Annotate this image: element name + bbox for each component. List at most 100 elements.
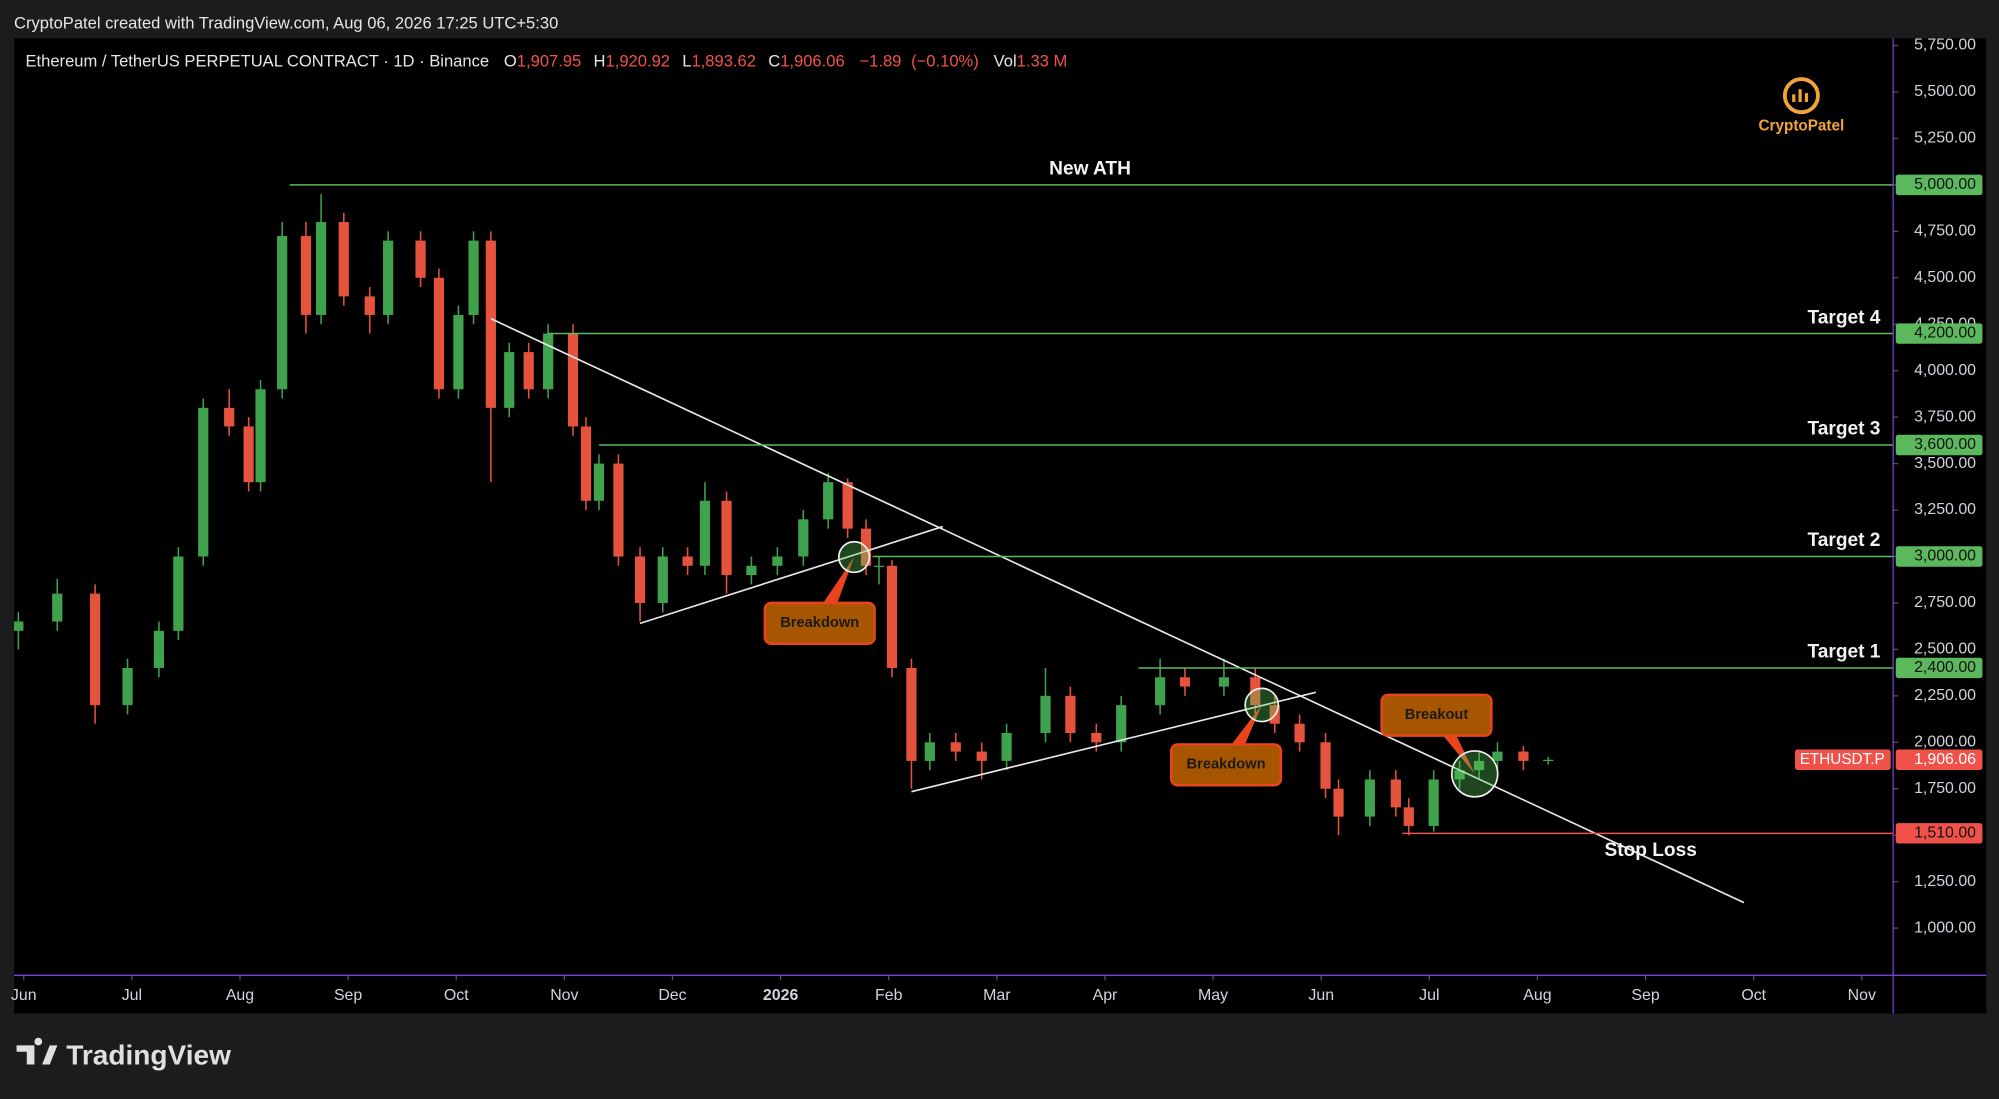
candle-body	[593, 463, 605, 501]
x-tick-label: Sep	[1631, 987, 1659, 1004]
x-tick-label: Jun	[1308, 987, 1334, 1004]
annotation-marker	[1244, 687, 1280, 723]
ohlc-value: 1,920.92	[606, 52, 670, 71]
candle-body	[415, 240, 426, 278]
ohlc-prefix: C	[768, 52, 780, 71]
level-name: Stop Loss	[1604, 840, 1696, 861]
candle-body	[699, 500, 711, 566]
trendline	[911, 691, 1317, 793]
candle-body	[772, 556, 783, 566]
y-tick-label: 2,750.00	[1914, 594, 1976, 611]
x-tick-label: Nov	[550, 987, 578, 1004]
candle-body	[1155, 677, 1166, 706]
x-tick-label: Aug	[226, 987, 254, 1004]
callout-box	[1169, 743, 1283, 787]
callout-box	[1380, 693, 1493, 737]
level-price-box	[1895, 434, 1983, 456]
candle-body	[433, 277, 445, 390]
x-tick-label: Mar	[983, 987, 1011, 1004]
candle-body	[886, 565, 898, 668]
x-tick-label: May	[1198, 987, 1228, 1004]
candle-body	[504, 352, 515, 408]
y-tick-label: 5,500.00	[1914, 83, 1976, 100]
logo-icon	[1792, 89, 1809, 103]
candle-body	[543, 333, 554, 390]
candle-body	[338, 222, 349, 297]
level-name: Target 1	[1808, 642, 1881, 663]
y-tick-label: 4,000.00	[1914, 362, 1976, 379]
y-tick-label: 2,250.00	[1914, 687, 1976, 704]
candle-body	[634, 556, 646, 603]
level-price-box	[1895, 657, 1983, 679]
x-tick-label: Apr	[1093, 987, 1118, 1004]
y-tick-label: 3,500.00	[1914, 455, 1976, 472]
logo-icon	[1782, 77, 1820, 115]
candle-body	[173, 556, 184, 631]
y-tick-label: 1,750.00	[1914, 780, 1976, 797]
level-name: New ATH	[1049, 159, 1131, 180]
candle-body	[1518, 751, 1529, 761]
candle-body	[976, 751, 987, 761]
level-price-box	[1895, 323, 1983, 344]
annotation-marker	[838, 540, 871, 574]
chart-header: Ethereum / TetherUS PERPETUAL CONTRACT ·…	[25, 52, 1067, 71]
candle-body	[523, 352, 534, 390]
candle-body	[485, 240, 496, 408]
ohlc-change-pct: (−0.10%)	[911, 52, 979, 71]
candle-body	[721, 500, 732, 576]
x-tick-label: Oct	[1741, 987, 1766, 1004]
y-tick-label: 1,250.00	[1914, 873, 1976, 890]
candle-body	[1543, 759, 1554, 762]
candle-body	[14, 621, 24, 631]
y-tick-label: 4,500.00	[1914, 269, 1976, 286]
y-tick-label: 2,500.00	[1914, 641, 1976, 658]
candle-body	[1040, 695, 1051, 734]
candle-body	[798, 519, 809, 557]
candle-body	[1091, 733, 1102, 743]
callout-text: Breakdown	[780, 615, 859, 631]
ohlc-prefix: H	[594, 52, 606, 71]
y-tick-label: 4,750.00	[1914, 223, 1976, 240]
x-tick-label: Jul	[122, 987, 142, 1004]
y-tick-label: 3,750.00	[1914, 408, 1976, 425]
candle-body	[1065, 695, 1076, 734]
x-tick-label: Dec	[658, 987, 686, 1004]
candle-body	[277, 235, 288, 390]
annotation-marker	[1450, 750, 1499, 798]
candle-body	[300, 235, 312, 315]
y-tick-label: 5,250.00	[1914, 130, 1976, 147]
level-price-label: 1,510.00	[1914, 825, 1976, 842]
candle-body	[1320, 742, 1331, 789]
candle-body	[924, 742, 935, 761]
candle-body	[1333, 788, 1344, 817]
candle-body	[1179, 677, 1191, 687]
y-tick-label: 1,000.00	[1914, 919, 1976, 936]
candle-body	[823, 482, 834, 520]
candle-body	[1473, 760, 1485, 771]
candle-body	[122, 667, 133, 706]
candle-body	[1403, 807, 1414, 826]
candle-body	[90, 593, 101, 706]
candle-body	[1364, 779, 1375, 817]
candle-body	[580, 426, 592, 501]
ohlc-prefix: Vol	[994, 52, 1017, 71]
candle-body	[682, 556, 693, 566]
candle-body	[746, 565, 757, 576]
watermark-header: CryptoPatel created with TradingView.com…	[14, 14, 558, 33]
level-price-label: 5,000.00	[1914, 176, 1976, 193]
candle-body	[52, 593, 63, 622]
candle-body	[613, 463, 624, 557]
trendline	[639, 525, 944, 625]
current-price-label: 1,906.06	[1914, 751, 1976, 768]
logo: CryptoPatel	[1759, 77, 1844, 134]
candle-body	[950, 742, 961, 752]
level-price-box	[1895, 823, 1983, 844]
ohlc-value: 1.33 M	[1017, 52, 1068, 71]
callout-box	[763, 601, 876, 646]
candle-body	[1218, 677, 1230, 687]
level-price-label: 4,200.00	[1914, 325, 1976, 342]
plot	[14, 184, 1894, 904]
x-tick-label: Jun	[11, 987, 37, 1004]
x-tick-label: Aug	[1523, 987, 1551, 1004]
